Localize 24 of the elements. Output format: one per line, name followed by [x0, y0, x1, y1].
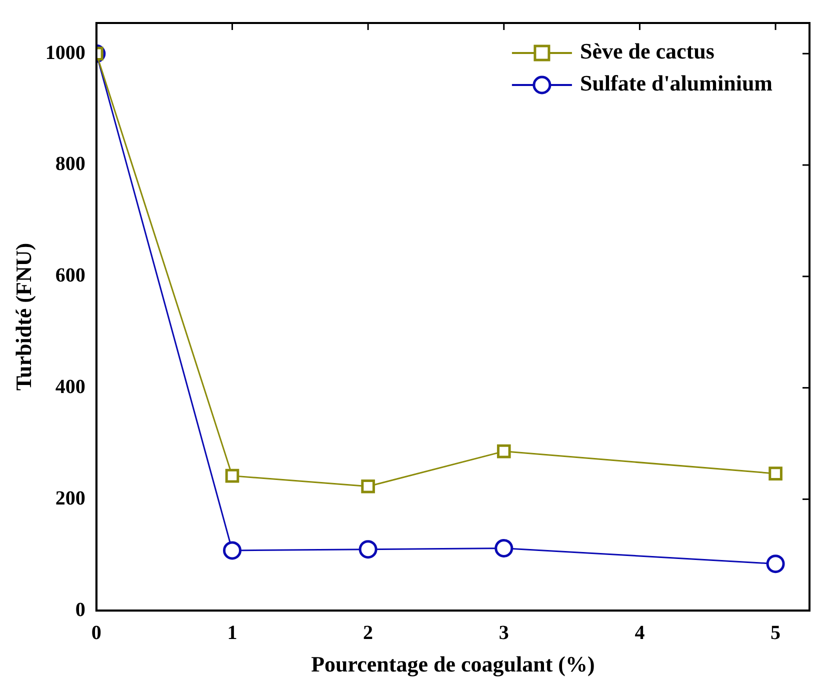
legend-label: Sulfate d'aluminium	[580, 70, 773, 96]
y-axis-title: Turbidté (FNU)	[10, 242, 36, 391]
y-tick-label: 800	[55, 153, 86, 176]
x-axis-title: Pourcentage de coagulant (%)	[311, 651, 595, 676]
x-tick-label: 3	[498, 622, 509, 644]
point	[496, 444, 511, 458]
point	[768, 466, 782, 480]
y-tick-label: 200	[55, 487, 86, 510]
point	[358, 540, 378, 559]
point	[766, 554, 785, 574]
x-tick-label: 5	[770, 622, 781, 644]
y-tick-label: 400	[55, 376, 86, 398]
x-tick-label: 2	[363, 622, 374, 644]
point	[225, 468, 240, 483]
y-tick-label: 600	[55, 264, 86, 287]
point	[494, 538, 514, 558]
y-tick-label: 1000	[45, 42, 86, 64]
y-tick-label: 0	[75, 598, 86, 621]
legend-label: Sève de cactus	[580, 38, 715, 64]
point	[222, 541, 242, 560]
x-tick-label: 4	[634, 622, 645, 644]
point	[361, 479, 375, 494]
x-tick-label: 0	[91, 622, 102, 644]
x-tick-label: 1	[227, 622, 238, 644]
